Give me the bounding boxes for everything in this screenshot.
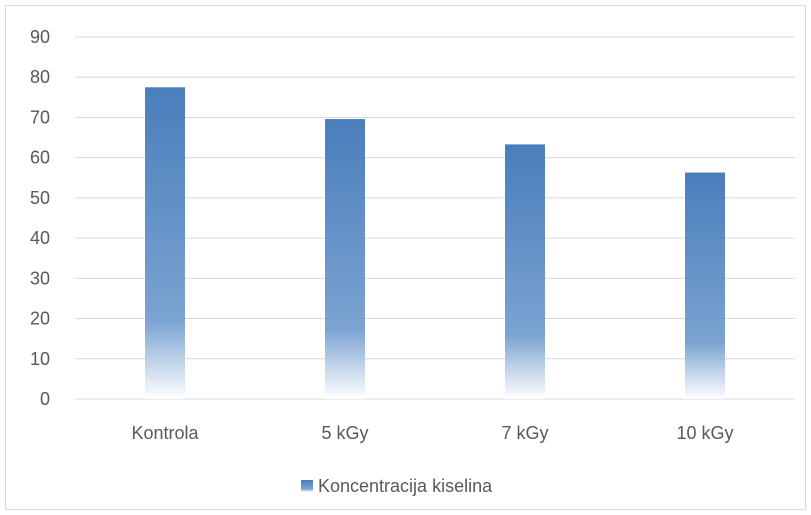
x-tick-label: 10 kGy: [676, 423, 733, 443]
y-tick-label: 40: [30, 228, 50, 248]
x-tick-label: Kontrola: [131, 423, 199, 443]
chart-frame: [5, 5, 806, 510]
x-axis-ticks: Kontrola 5 kGy 7 kGy 10 kGy: [131, 423, 733, 443]
x-tick-label: 7 kGy: [501, 423, 548, 443]
gridlines: [75, 36, 795, 400]
legend-swatch: [301, 480, 313, 492]
y-tick-label: 10: [30, 349, 50, 369]
bar: [145, 87, 185, 400]
legend: Koncentracija kiselina: [301, 476, 493, 496]
bar: [325, 119, 365, 399]
bar: [685, 172, 725, 399]
bars: [145, 87, 725, 400]
y-tick-label: 30: [30, 268, 50, 288]
bar: [505, 144, 545, 399]
y-tick-label: 60: [30, 148, 50, 168]
y-tick-label: 80: [30, 67, 50, 87]
y-axis-ticks: 0 10 20 30 40 50 60 70 80 90: [30, 27, 50, 409]
y-tick-label: 20: [30, 309, 50, 329]
legend-label: Koncentracija kiselina: [318, 476, 493, 496]
x-tick-label: 5 kGy: [321, 423, 368, 443]
y-tick-label: 0: [40, 389, 50, 409]
y-tick-label: 90: [30, 27, 50, 47]
y-tick-label: 70: [30, 107, 50, 127]
y-tick-label: 50: [30, 188, 50, 208]
